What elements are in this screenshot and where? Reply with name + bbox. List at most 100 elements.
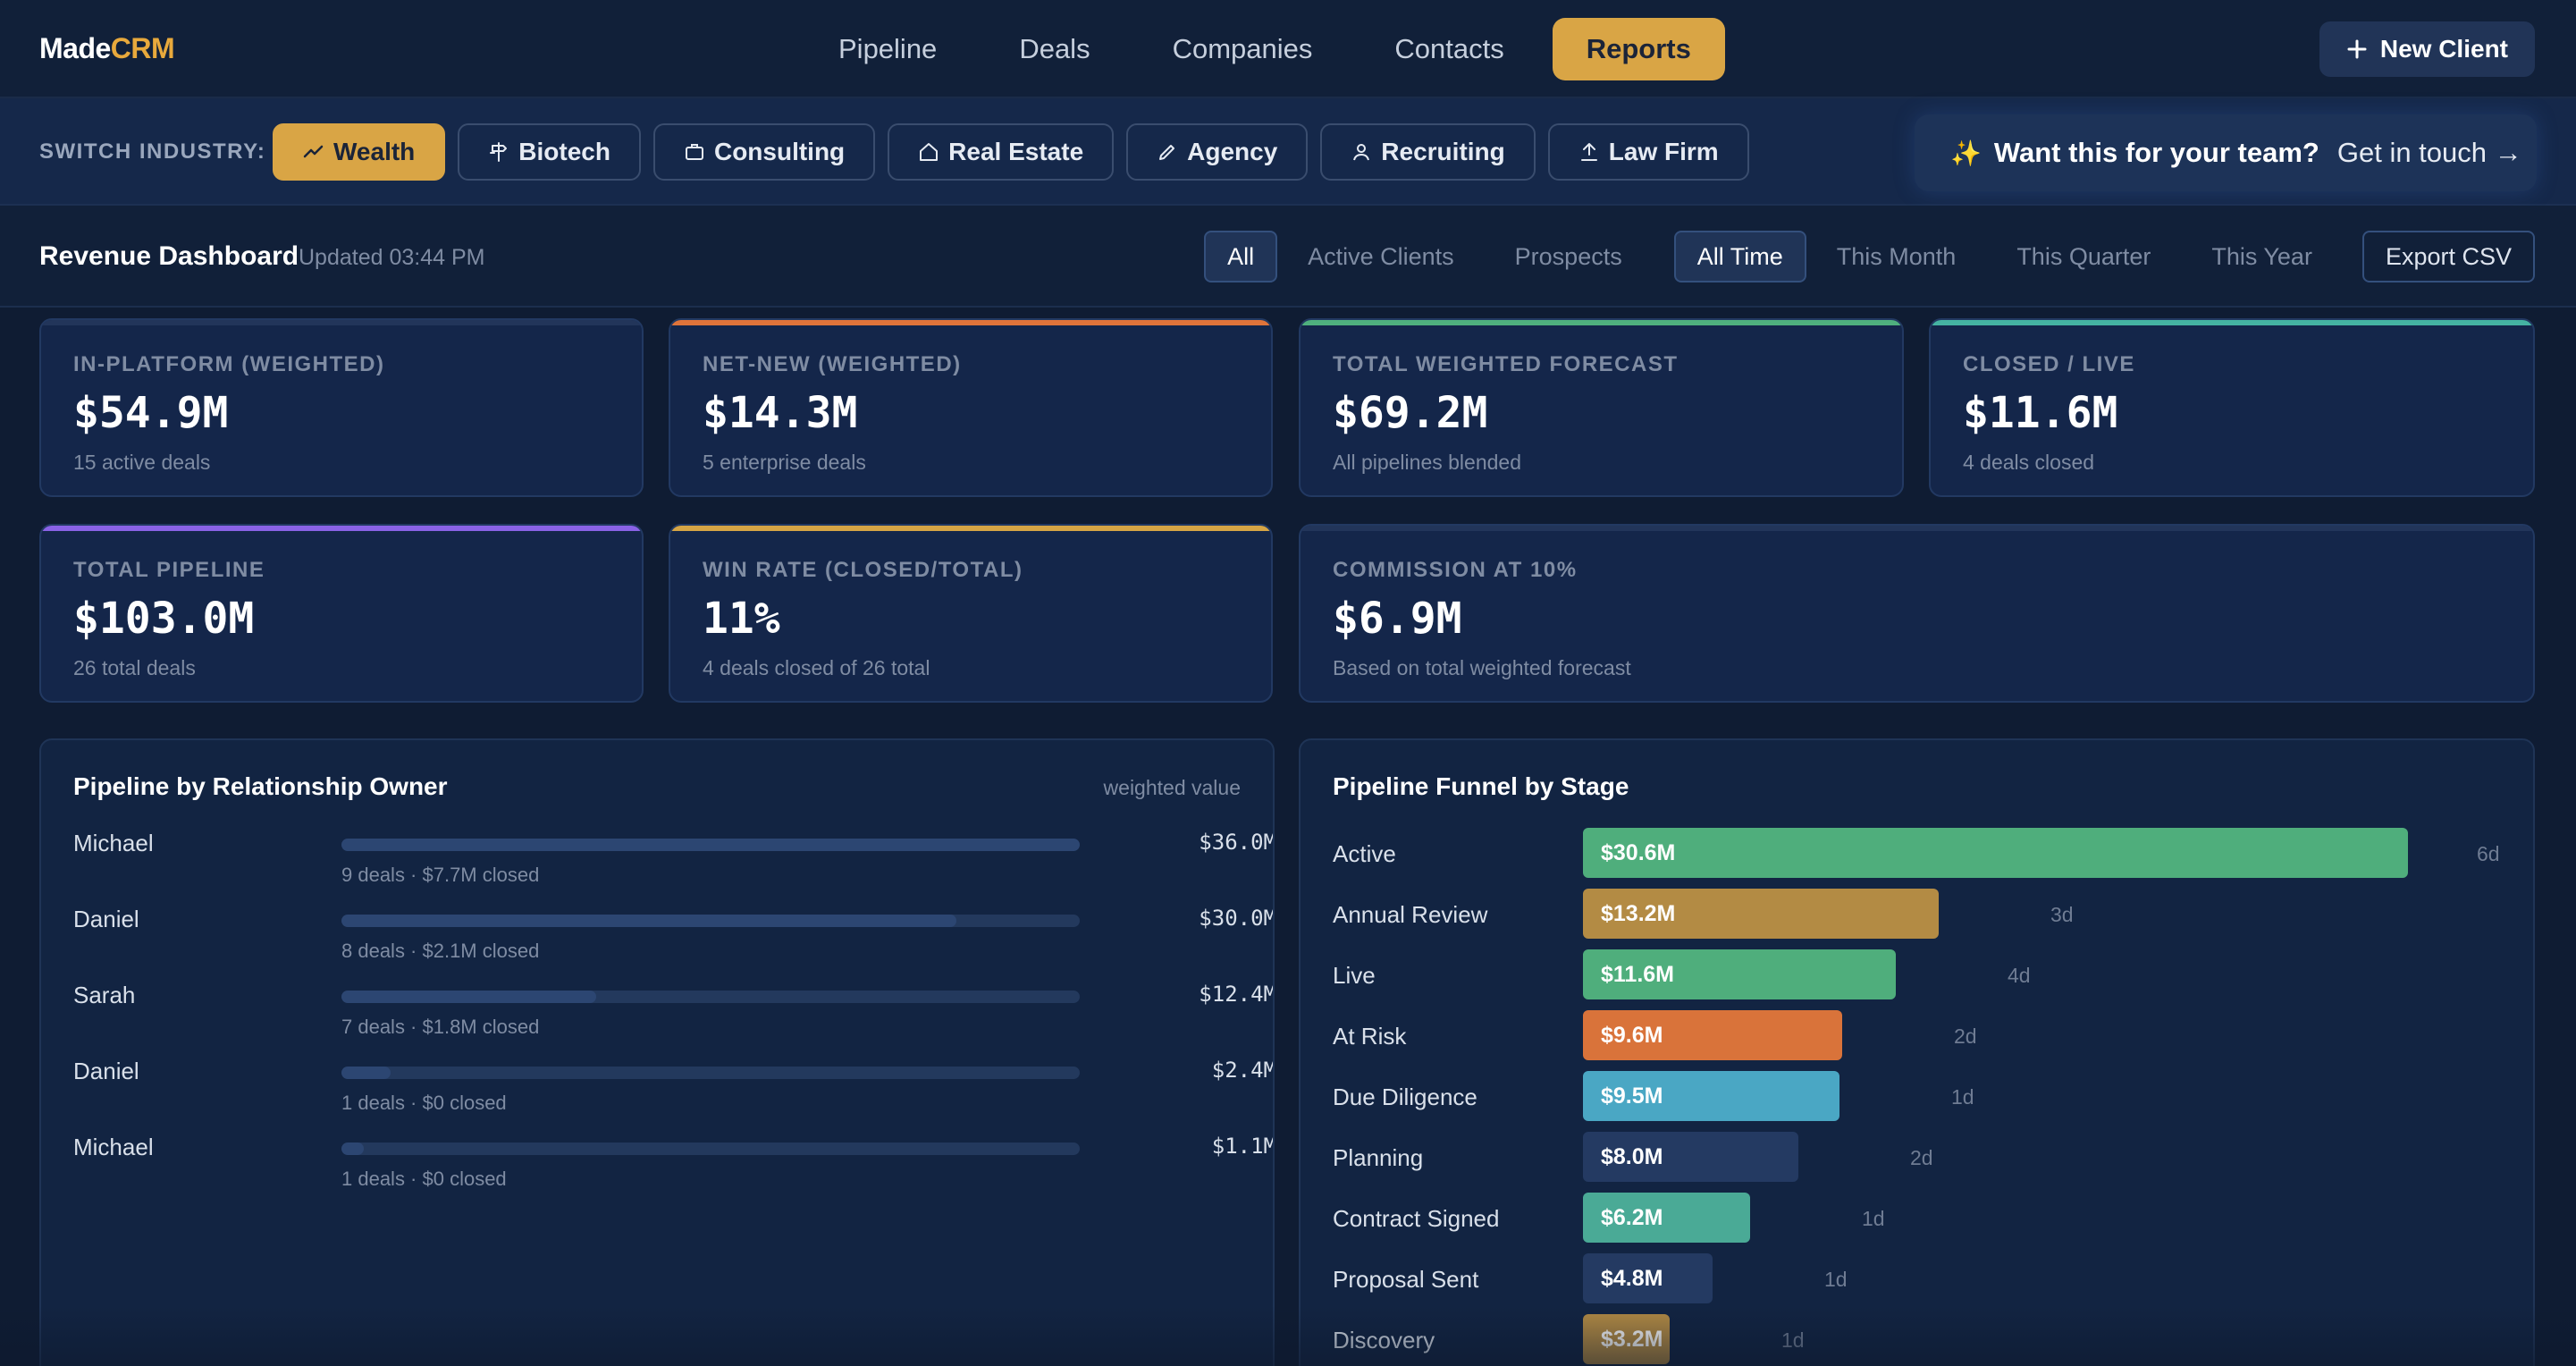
owner-row[interactable]: Michael 1 deals · $0 closed $1.1M xyxy=(73,1134,1273,1205)
stage-name: At Risk xyxy=(1333,1023,1407,1050)
stage-row[interactable]: Due Diligence $9.5M 1d xyxy=(1333,1071,2513,1121)
stage-bar: $9.5M xyxy=(1583,1071,1839,1121)
kpi-sub: 15 active deals xyxy=(73,451,211,474)
stage-row[interactable]: Contract Signed $6.2M 1d xyxy=(1333,1193,2513,1243)
home-icon xyxy=(920,143,939,161)
filter-active-clients[interactable]: Active Clients xyxy=(1308,242,1454,270)
brand-accent: CRM xyxy=(110,32,175,64)
user-icon xyxy=(1353,144,1370,161)
kpi-value: $69.2M xyxy=(1333,388,1488,438)
stage-row[interactable]: Active $30.6M 6d xyxy=(1333,828,2513,878)
owner-bar-fill xyxy=(341,1067,391,1079)
stage-bar: $8.0M xyxy=(1583,1132,1798,1182)
kpi-card-total-pipeline: TOTAL PIPELINE $103.0M 26 total deals xyxy=(39,524,644,703)
owner-pipeline-panel: Pipeline by Relationship Owner weighted … xyxy=(39,738,1275,1366)
industry-chip-recruiting[interactable]: Recruiting xyxy=(1320,123,1536,181)
signpost-icon xyxy=(490,142,508,162)
panel-title: Pipeline Funnel by Stage xyxy=(1333,772,1629,800)
stage-row[interactable]: Live $11.6M 4d xyxy=(1333,949,2513,999)
stage-row[interactable]: Discovery $3.2M 1d xyxy=(1333,1314,2513,1364)
owner-value: $12.4M xyxy=(1199,982,1275,1007)
owner-row[interactable]: Daniel 8 deals · $2.1M closed $30.0M xyxy=(73,906,1273,977)
owner-meta: 9 deals · $7.7M closed xyxy=(341,864,540,886)
stage-bar: $13.2M xyxy=(1583,889,1939,939)
kpi-sub: 26 total deals xyxy=(73,656,196,679)
industry-chip-biotech[interactable]: Biotech xyxy=(458,123,641,181)
kpi-value: $54.9M xyxy=(73,388,229,438)
owner-meta: 1 deals · $0 closed xyxy=(341,1168,507,1190)
industry-chip-real-estate[interactable]: Real Estate xyxy=(888,123,1115,181)
trend-up-icon xyxy=(303,145,324,158)
kpi-value: $11.6M xyxy=(1963,388,2118,438)
main-nav: Pipeline Deals Companies Contacts Report… xyxy=(804,18,1725,80)
owner-name: Sarah xyxy=(73,982,136,1008)
stage-row[interactable]: At Risk $9.6M 2d xyxy=(1333,1010,2513,1060)
nav-contacts[interactable]: Contacts xyxy=(1394,33,1504,64)
industry-chip-label: Law Firm xyxy=(1608,138,1719,165)
contact-cta-banner[interactable]: ✨ Want this for your team? Get in touch … xyxy=(1915,114,2537,191)
nav-pipeline[interactable]: Pipeline xyxy=(838,33,938,64)
period-this-month[interactable]: This Month xyxy=(1836,242,1957,270)
nav-deals[interactable]: Deals xyxy=(1019,33,1090,64)
brand-logo[interactable]: MadeCRM xyxy=(39,32,175,65)
industry-chip-consulting[interactable]: Consulting xyxy=(652,123,876,181)
owner-row[interactable]: Sarah 7 deals · $1.8M closed $12.4M xyxy=(73,982,1275,1053)
owner-row[interactable]: Daniel 1 deals · $0 closed $2.4M xyxy=(73,1058,1275,1129)
kpi-card-commission: COMMISSION AT 10% $6.9M Based on total w… xyxy=(1299,524,2535,703)
pen-icon xyxy=(1159,145,1175,160)
period-this-quarter[interactable]: This Quarter xyxy=(2016,242,2151,270)
panel-title: Pipeline by Relationship Owner xyxy=(73,772,448,800)
owner-row[interactable]: Michael 9 deals · $7.7M closed $36.0M xyxy=(73,830,1275,901)
sparkle-icon: ✨ xyxy=(1950,139,1982,167)
industry-chip-label: Real Estate xyxy=(948,138,1084,165)
nav-reports[interactable]: Reports xyxy=(1552,18,1725,80)
kpi-card-closed-live: CLOSED / LIVE $11.6M 4 deals closed xyxy=(1929,318,2535,497)
stage-row[interactable]: Annual Review $13.2M 3d xyxy=(1333,889,2513,939)
top-navbar: MadeCRM Pipeline Deals Companies Contact… xyxy=(0,0,2576,98)
brand-name: Made xyxy=(39,32,111,64)
stage-days: 1d xyxy=(1862,1207,1885,1230)
kpi-accent-bar xyxy=(1301,320,1902,325)
kpi-sub: All pipelines blended xyxy=(1333,451,1521,474)
new-client-button[interactable]: New Client xyxy=(2319,21,2535,77)
owner-bar-track xyxy=(341,991,1080,1003)
owner-meta: 8 deals · $2.1M closed xyxy=(341,940,540,962)
stage-bar: $11.6M xyxy=(1583,949,1896,999)
period-this-year[interactable]: This Year xyxy=(2211,242,2312,270)
kpi-accent-bar xyxy=(670,526,1271,531)
owner-name: Michael xyxy=(73,830,154,856)
stage-bar: $3.2M xyxy=(1583,1314,1670,1364)
kpi-label: TOTAL PIPELINE xyxy=(73,558,265,582)
export-csv-button[interactable]: Export CSV xyxy=(2361,231,2535,282)
stage-days: 1d xyxy=(1824,1268,1848,1291)
stage-days: 2d xyxy=(1910,1146,1933,1169)
kpi-card-in-platform: IN-PLATFORM (WEIGHTED) $54.9M 15 active … xyxy=(39,318,644,497)
stage-days: 1d xyxy=(1781,1328,1805,1352)
filter-all[interactable]: All xyxy=(1204,231,1278,282)
stage-name: Due Diligence xyxy=(1333,1084,1477,1110)
filter-bar: All Active Clients Prospects All Time Th… xyxy=(1204,231,2535,282)
industry-chip-label: Consulting xyxy=(713,138,846,165)
stage-bar: $30.6M xyxy=(1583,828,2408,878)
owner-meta: 7 deals · $1.8M closed xyxy=(341,1016,540,1038)
kpi-sub: 4 deals closed of 26 total xyxy=(703,656,930,679)
owner-value: $36.0M xyxy=(1199,830,1275,855)
period-all-time[interactable]: All Time xyxy=(1673,231,1806,282)
kpi-sub: 4 deals closed xyxy=(1963,451,2095,474)
industry-chip-label: Agency xyxy=(1187,138,1278,165)
owner-meta: 1 deals · $0 closed xyxy=(341,1092,507,1114)
nav-companies[interactable]: Companies xyxy=(1172,33,1313,64)
kpi-value: 11% xyxy=(703,594,780,644)
kpi-value: $14.3M xyxy=(703,388,858,438)
owner-value: $2.4M xyxy=(1211,1058,1275,1083)
kpi-value: $103.0M xyxy=(73,594,255,644)
filter-prospects[interactable]: Prospects xyxy=(1514,242,1622,270)
owner-bar-fill xyxy=(341,991,596,1003)
owner-bar-track xyxy=(341,839,1080,851)
stage-row[interactable]: Proposal Sent $4.8M 1d xyxy=(1333,1253,2513,1303)
get-in-touch-link[interactable]: Get in touch → xyxy=(2336,137,2522,168)
stage-row[interactable]: Planning $8.0M 2d xyxy=(1333,1132,2513,1182)
industry-chip-agency[interactable]: Agency xyxy=(1126,123,1309,181)
industry-chip-wealth[interactable]: Wealth xyxy=(273,123,446,181)
industry-chip-law-firm[interactable]: Law Firm xyxy=(1547,123,1749,181)
